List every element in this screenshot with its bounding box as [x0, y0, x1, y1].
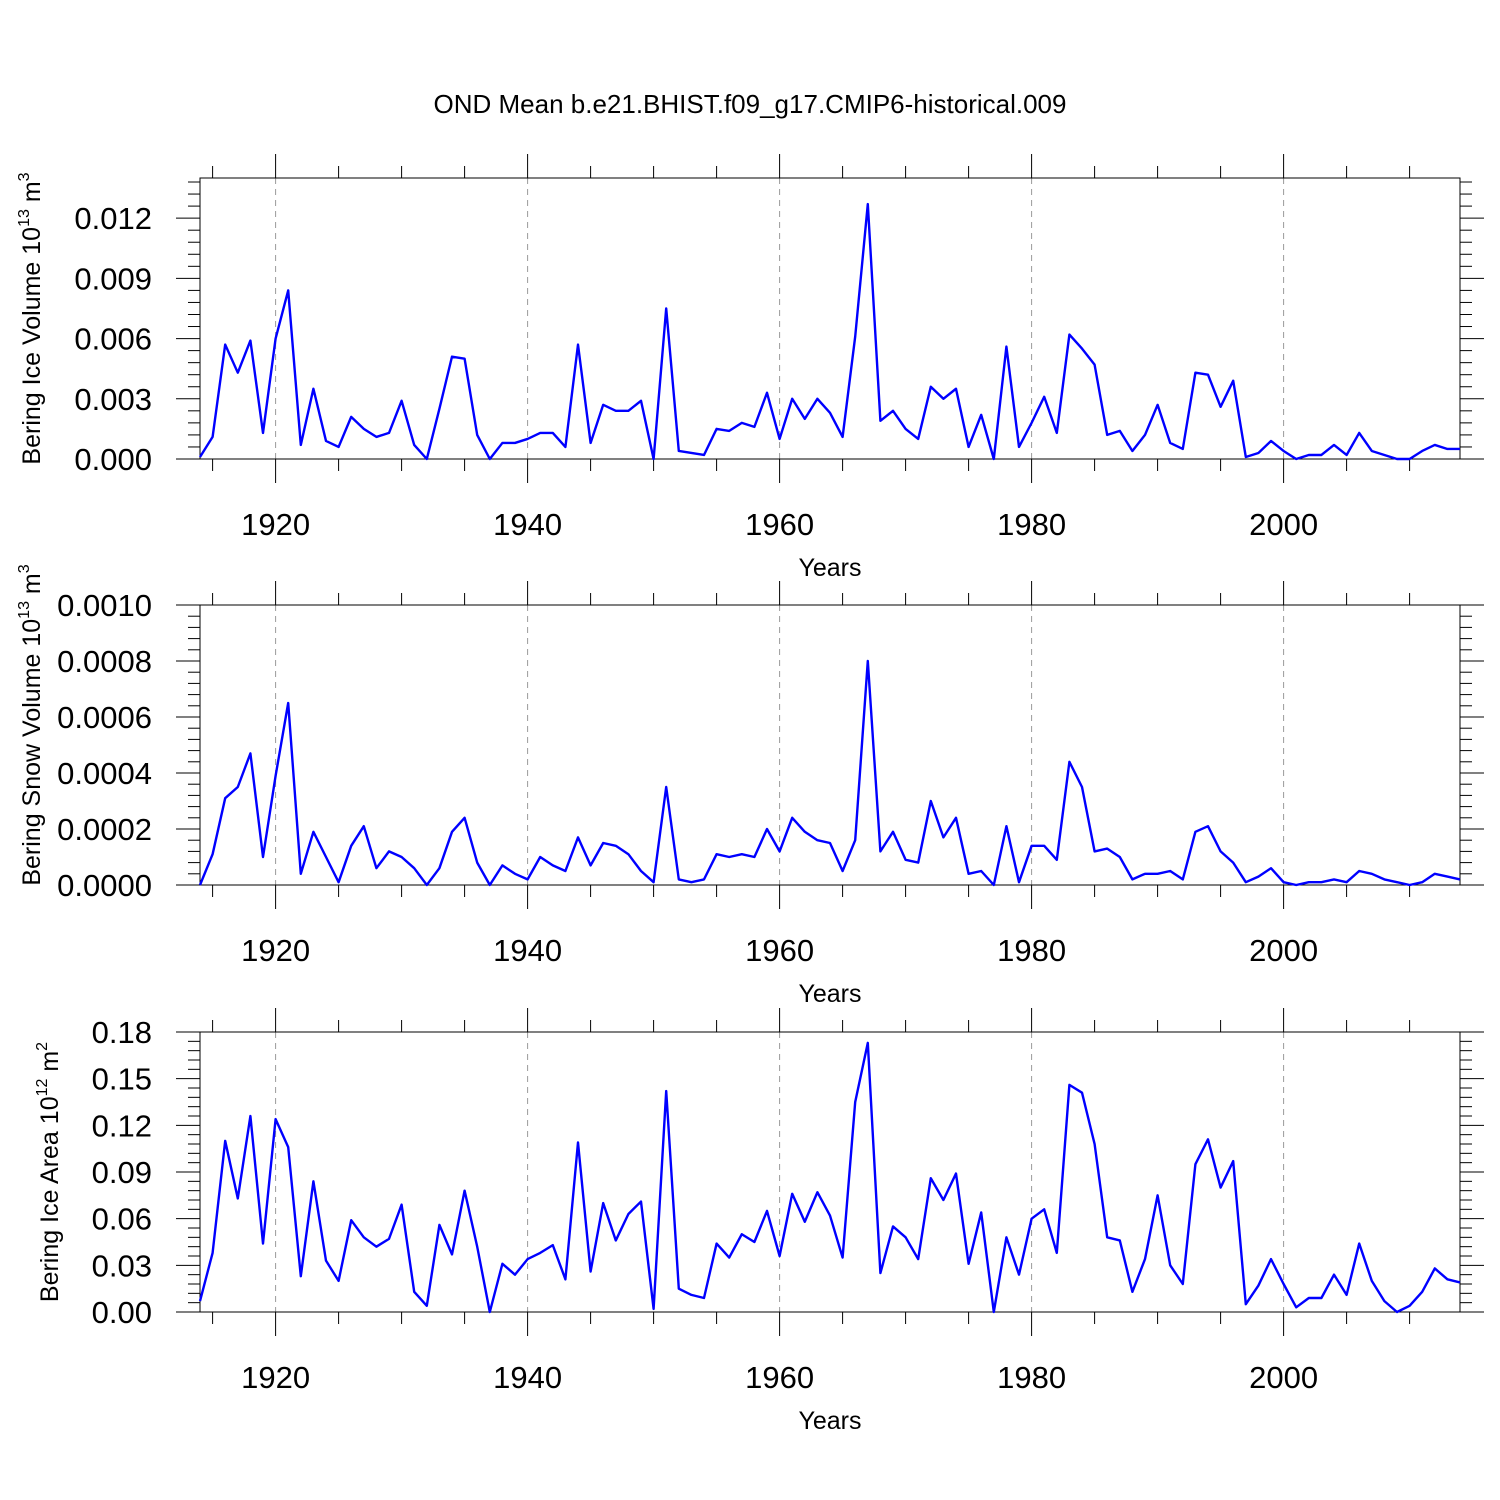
y-tick-label: 0.0010 [57, 588, 152, 623]
x-axis-label: Years [798, 1407, 861, 1435]
panel-3: 0.00 0.03 0.06 0.09 0.12 0.15 0.18 1920 1940 1960… [34, 1008, 1484, 1435]
x-tick-label: 1920 [241, 1360, 310, 1395]
y-axis-label: Bering Snow Volume 1013 m3 [16, 564, 46, 885]
y-tick-label: 0.0008 [57, 644, 152, 679]
panel-1: 0.000 0.003 0.006 0.009 0.012 1920 1940 1960 198… [16, 154, 1484, 582]
x-tick-label: 1960 [745, 1360, 814, 1395]
y-tick-label: 0.0000 [57, 868, 152, 903]
series-line [198, 659, 1461, 887]
y-axis-label: Bering Ice Volume 1013 m3 [16, 172, 46, 464]
y-tick-label: 0.0002 [57, 812, 152, 847]
x-tick-label: 1940 [493, 933, 562, 968]
x-tick-label: 1980 [997, 1360, 1066, 1395]
y-tick-label: 0.06 [92, 1202, 152, 1237]
x-tick-label: 2000 [1249, 1360, 1318, 1395]
x-tick-label: 1960 [745, 507, 814, 542]
x-tick-label: 1980 [997, 507, 1066, 542]
y-tick-label: 0.006 [74, 322, 152, 357]
panel-2: 0.0000 0.0002 0.0004 0.0006 0.0008 0.0010 1920… [16, 564, 1484, 1008]
x-tick-label: 2000 [1249, 933, 1318, 968]
y-tick-label: 0.000 [74, 442, 152, 477]
y-tick-label: 0.012 [74, 201, 152, 236]
plot-frame [199, 1031, 1461, 1313]
plot-frame [199, 177, 1461, 460]
x-tick-label: 1920 [241, 933, 310, 968]
panels: 0.000 0.003 0.006 0.009 0.012 1920 1940 1960 198… [16, 154, 1484, 1435]
y-tick-label: 0.0006 [57, 700, 152, 735]
plot-frame [199, 604, 1461, 886]
y-axis-label: Bering Ice Area 1012 m2 [34, 1042, 64, 1302]
series-line [198, 1041, 1461, 1314]
series-line [198, 202, 1460, 461]
x-tick-label: 1940 [493, 1360, 562, 1395]
y-tick-label: 0.15 [92, 1062, 152, 1097]
x-tick-label: 1940 [493, 507, 562, 542]
y-tick-label: 0.09 [92, 1155, 152, 1190]
y-tick-label: 0.00 [92, 1295, 152, 1330]
x-tick-label: 1980 [997, 933, 1066, 968]
x-tick-label: 1960 [745, 933, 814, 968]
y-tick-label: 0.12 [92, 1108, 152, 1143]
x-tick-label: 2000 [1249, 507, 1318, 542]
x-axis-label: Years [798, 980, 861, 1008]
y-tick-label: 0.03 [92, 1248, 152, 1283]
y-tick-label: 0.009 [74, 261, 152, 296]
x-axis-label: Years [798, 554, 861, 582]
figure-title: OND Mean b.e21.BHIST.f09_g17.CMIP6-histo… [434, 89, 1067, 119]
y-tick-label: 0.18 [92, 1015, 152, 1050]
x-tick-label: 1920 [241, 507, 310, 542]
y-tick-label: 0.0004 [57, 756, 152, 791]
y-tick-label: 0.003 [74, 382, 152, 417]
